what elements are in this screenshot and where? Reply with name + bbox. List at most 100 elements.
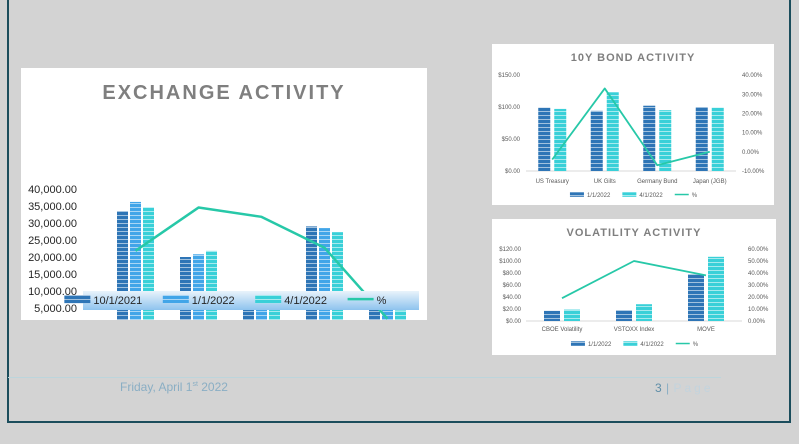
bond-y-tick-label: $0.00 [505,169,521,175]
volatility-legend-swatch [623,341,638,346]
exchange-y-tick-label: 20,000.00 [28,252,77,264]
exchange-legend-swatch [255,295,282,304]
exchange-legend-swatch [64,295,91,304]
footer-divider [8,377,721,378]
bond-y-tick-label: $100.00 [498,105,520,111]
bond-y-tick-label: $150.00 [498,73,520,79]
bond-chart-svg: 10Y BOND ACTIVITY $0.00 $50.00 $100.00 $150.… [498,52,765,199]
volatility-bar [616,310,632,321]
exchange-legend-label: 10/1/2021 [93,295,142,307]
bond-percent-line [551,87,710,167]
exchange-bar [243,301,254,320]
page-word: Page [673,381,714,395]
exchange-bar [206,250,217,320]
volatility-percent-line [561,260,707,299]
exchange-y-tick-label: 35,000.00 [28,201,77,213]
volatility-bar [688,274,704,321]
volatility-y2-tick-label: 40.00% [748,271,769,277]
volatility-legend-label: % [693,342,699,348]
bond-bar [659,110,672,171]
bond-title: 10Y BOND ACTIVITY [571,52,696,64]
bond-bar [606,92,619,171]
volatility-chart-svg: VOLATILITY ACTIVITY $0.00 $20.00 $40.00 $60.… [499,227,769,348]
exchange-bar [332,232,343,320]
volatility-category-label: MOVE [697,327,715,333]
volatility-y-tick-label: $40.00 [503,295,522,301]
exchange-y-tick-label: 30,000.00 [28,218,77,230]
footer-date-text: Friday, April 1 [120,380,193,394]
exchange-y-tick-label: 40,000.00 [28,184,77,196]
volatility-y-tick-label: $20.00 [503,307,522,313]
exchange-title: EXCHANGE ACTIVITY [102,82,345,104]
volatility-y2-tick-label: 50.00% [748,259,769,265]
footer-date-suffix: st [192,381,198,388]
page-number: 3 [655,381,663,395]
exchange-bar [269,300,280,320]
volatility-y2-tick-label: 10.00% [748,307,769,313]
bond-legend-swatch [569,192,584,197]
bond-category-label: Germany Bund [637,179,677,185]
volatility-activity-chart[interactable]: VOLATILITY ACTIVITY $0.00 $20.00 $40.00 $60.… [492,219,776,355]
exchange-bar [306,226,317,320]
exchange-bar [319,228,330,320]
volatility-y-tick-label: $100.00 [499,259,521,265]
bond-y2-tick-label: 0.00% [742,150,760,156]
exchange-legend-label: 4/1/2022 [284,295,327,307]
volatility-y-tick-label: $0.00 [506,319,522,325]
bond-legend-label: % [692,193,698,199]
bond-bar [554,108,567,171]
bond-bar [711,107,724,171]
volatility-legend-swatch [570,341,585,346]
exchange-bar [117,211,128,320]
bond-activity-chart[interactable]: 10Y BOND ACTIVITY $0.00 $50.00 $100.00 $150.… [492,44,774,205]
volatility-bar [544,310,560,321]
bond-bar [538,107,551,171]
exchange-y-tick-label: 25,000.00 [28,235,77,247]
volatility-category-label: VSTOXX Index [614,327,655,333]
exchange-bar [193,254,204,320]
footer-page-number: 3 | Page [655,381,714,395]
exchange-activity-chart[interactable]: EXCHANGE ACTIVITY0.005,000.0010,000.0015… [21,68,427,320]
bond-bar [590,110,603,171]
volatility-bar [564,309,580,321]
exchange-legend-swatch [162,295,189,304]
bond-y2-tick-label: 20.00% [742,112,763,118]
exchange-bar [395,310,406,320]
bond-bar [643,105,656,171]
bond-legend-label: 4/1/2022 [639,193,663,199]
bond-category-label: US Treasury [536,179,569,185]
volatility-legend-label: 1/1/2022 [588,342,612,348]
volatility-y2-tick-label: 0.00% [748,319,766,325]
exchange-y-tick-label: 5,000.00 [34,303,77,315]
exchange-bar [130,201,141,320]
exchange-chart-svg: EXCHANGE ACTIVITY0.005,000.0010,000.0015… [28,82,419,320]
exchange-y-tick-label: 15,000.00 [28,269,77,281]
volatility-legend-label: 4/1/2022 [640,342,664,348]
footer-date: Friday, April 1st 2022 [120,380,228,394]
bond-y2-tick-label: 10.00% [742,131,763,137]
volatility-bar [636,304,652,321]
volatility-title: VOLATILITY ACTIVITY [567,227,702,239]
volatility-y-tick-label: $80.00 [503,271,522,277]
bond-category-label: Japan (JGB) [693,179,727,185]
page-separator: | [662,381,674,395]
volatility-y-tick-label: $120.00 [499,247,521,253]
exchange-bar [143,207,154,320]
bond-category-label: UK Gilts [594,179,616,185]
bond-y2-tick-label: -10.00% [742,169,765,175]
page-border [7,0,791,423]
exchange-bar [256,300,267,320]
bond-y-tick-label: $50.00 [502,137,521,143]
exchange-percent-line [134,206,389,320]
footer-date-year: 2022 [197,380,228,394]
exchange-bar [180,257,191,320]
volatility-category-label: CBOE Volatility [542,327,583,333]
exchange-y-tick-label: 10,000.00 [28,286,77,298]
volatility-y-tick-label: $60.00 [503,283,522,289]
exchange-bar [382,309,393,320]
exchange-legend-label: % [377,295,387,307]
volatility-bar [708,256,724,321]
bond-legend-swatch [622,192,637,197]
bond-y2-tick-label: 40.00% [742,73,763,79]
